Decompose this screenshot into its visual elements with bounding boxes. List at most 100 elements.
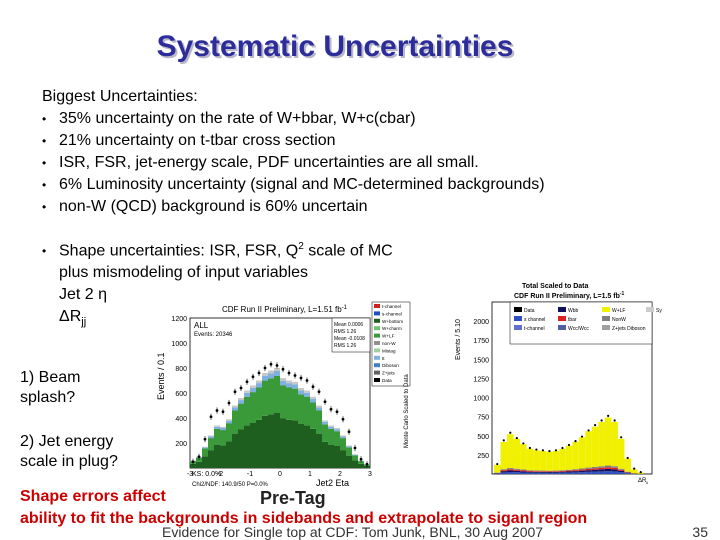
bar: [292, 384, 298, 389]
bar: [533, 471, 540, 472]
bar: [358, 463, 364, 468]
bar: [526, 470, 534, 471]
bar: [500, 469, 508, 471]
bar: [565, 469, 573, 471]
x-tick-label: 3: [368, 471, 372, 478]
bar: [539, 471, 547, 473]
data-point: [317, 390, 321, 394]
bar: [572, 471, 579, 473]
bar: [346, 455, 352, 468]
list-item: • 35% uncertainty on the rate of W+bbar, …: [42, 108, 545, 130]
data-point: [299, 376, 303, 380]
data-point: [215, 409, 219, 412]
svg-text:RMS 1.26: RMS 1.26: [334, 329, 356, 335]
data-point: [548, 449, 551, 453]
bar: [340, 436, 346, 439]
bar: [232, 405, 238, 408]
bar: [262, 380, 268, 416]
bar: [220, 445, 226, 468]
bar: [298, 424, 304, 468]
legend-entry: W+LF: [382, 334, 395, 339]
bar: [334, 428, 340, 430]
bar: [559, 448, 566, 471]
bar: [507, 470, 514, 473]
bar: [298, 390, 304, 395]
bar: [214, 425, 220, 427]
bullet-icon: •: [42, 112, 47, 126]
data-point: [263, 366, 267, 370]
bar: [322, 441, 328, 468]
legend-entry: Z+jets: [382, 371, 395, 376]
bar: [624, 473, 631, 474]
data-point: [633, 467, 636, 470]
data-point: [227, 401, 231, 405]
legend-swatch: [602, 325, 610, 330]
legend-entry: t-channel: [524, 326, 545, 332]
y-axis-label: Events / 0.1: [156, 352, 166, 400]
legend-swatch: [602, 307, 610, 312]
bar: [572, 472, 579, 474]
bar: [208, 436, 214, 439]
bar: [250, 422, 256, 468]
bar: [539, 472, 547, 474]
data-point: [275, 364, 279, 367]
bar: [304, 396, 310, 426]
x-tick-label: 1: [308, 471, 312, 478]
list-item: • 21% uncertainty on t-tbar cross section: [42, 130, 545, 152]
bar: [298, 388, 304, 391]
bar: [304, 390, 310, 393]
bar: [604, 417, 612, 466]
data-point: [353, 446, 357, 450]
y-tick-label: 1500: [473, 357, 489, 364]
bar: [322, 424, 328, 442]
bar: [565, 470, 573, 472]
uncertainty-list: • 35% uncertainty on the rate of W+bbar, …: [42, 108, 545, 218]
plot-title: Total Scaled to Data: [522, 283, 588, 290]
data-point: [197, 455, 201, 459]
bar: [220, 427, 226, 431]
bar: [520, 444, 527, 470]
legend-swatch: [374, 318, 380, 323]
legend-entry: Syst. Error: [656, 308, 662, 314]
data-point: [561, 446, 564, 450]
bar: [244, 392, 250, 397]
bar: [591, 469, 599, 472]
bar: [507, 468, 514, 470]
y-tick-label: 750: [477, 415, 489, 422]
bar: [214, 426, 220, 429]
bar: [328, 444, 334, 468]
bar: [552, 470, 560, 472]
bar: [578, 469, 586, 471]
list-item: • ISR, FSR, jet-energy scale, PDF uncerta…: [42, 152, 545, 174]
bar: [244, 396, 250, 426]
x-axis-label: Jet2 Eta: [316, 478, 349, 488]
beam-splash-note: 1) Beam splash?: [20, 368, 81, 408]
bar: [526, 472, 534, 474]
bar: [292, 420, 298, 468]
data-point: [251, 375, 255, 379]
bar: [226, 441, 232, 468]
legend-swatch: [514, 316, 522, 321]
bar: [585, 467, 592, 469]
data-point: [233, 390, 237, 394]
bullet-icon: •: [42, 156, 47, 170]
plot-marks: [494, 414, 644, 474]
bar: [298, 394, 304, 424]
bar: [598, 471, 605, 474]
bar: [546, 451, 553, 471]
bar: [316, 407, 322, 411]
legend-entry: Wbb: [568, 308, 579, 314]
legend-swatch: [374, 341, 380, 345]
plot-subtitle: CDF Run II Preliminary, L=1.5 fb-1: [514, 291, 625, 300]
bar: [268, 370, 274, 374]
bar: [500, 470, 508, 472]
bar: [585, 471, 592, 474]
pretag-label: Pre-Tag: [260, 488, 326, 508]
bar: [552, 471, 560, 472]
data-point: [221, 410, 225, 414]
ks-label: KS: 0.0%: [192, 471, 221, 478]
bar: [565, 445, 573, 470]
bar: [565, 471, 573, 473]
bar: [256, 419, 262, 468]
bar: [352, 454, 358, 456]
